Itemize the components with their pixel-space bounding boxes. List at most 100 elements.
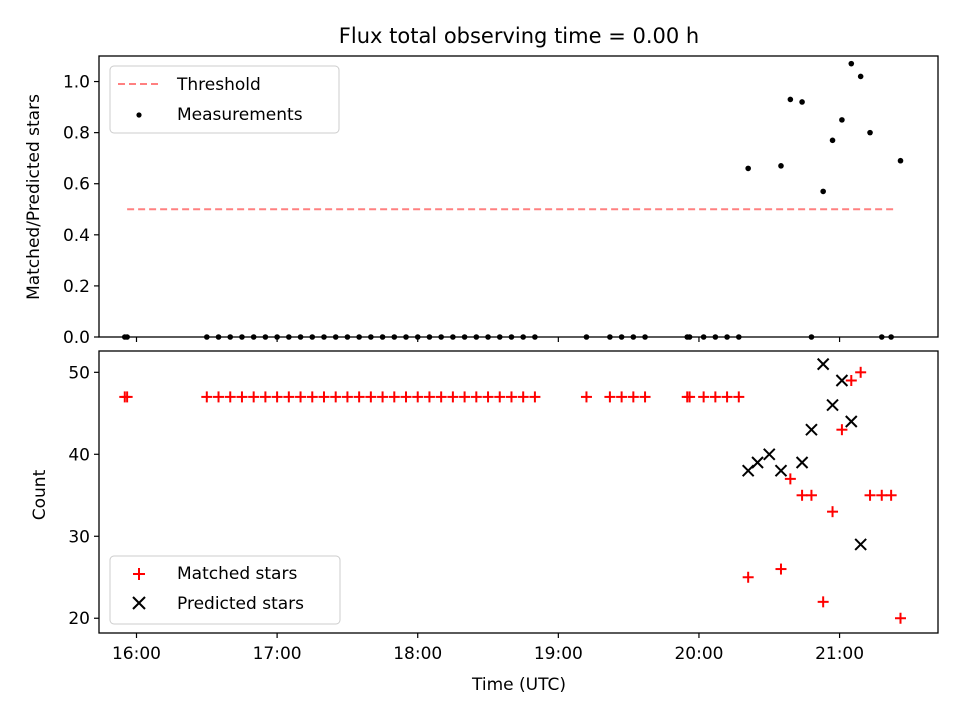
top-y-axis: 0.0 0.2 0.4 0.6 0.8 1.0 [63,73,99,348]
matched-star-point [365,391,377,403]
bottom-x-axis: 16:00 17:00 18:00 19:00 20:00 21:00 [112,633,864,664]
matched-star-point [412,391,424,403]
matched-star-point [330,391,342,403]
matched-star-point [684,391,696,403]
bottom-y-axis: 20 30 40 50 [68,363,99,629]
matched-star-point [616,391,628,403]
top-y-axis-label: Matched/Predicted stars [24,94,44,300]
matched-star-point [627,391,639,403]
legend-predicted-swatch [132,596,146,610]
legend-matched-swatch [133,568,145,580]
predicted-star-point [845,415,858,428]
predicted-star-point [805,423,818,436]
predicted-star-point [763,448,776,461]
matched-star-point [721,391,733,403]
predicted-star-point [854,538,867,551]
bottom-x-tick-label: 21:00 [815,644,864,664]
matched-star-point [271,391,283,403]
matched-star-point [447,391,459,403]
measurement-point [820,188,826,195]
predicted-star-point [795,456,809,469]
matched-star-point [855,366,867,378]
top-x-axis [135,337,841,342]
bottom-panel-frame [98,350,939,634]
matched-star-point [775,563,787,575]
matched-star-point [505,391,517,403]
top-legend-box [109,65,340,134]
matched-star-point [459,391,471,403]
legend-measurements-label: Measurements [177,105,303,125]
matched-star-point [517,391,529,403]
top-panel-frame [98,55,939,338]
matched-star-point [341,391,353,403]
matched-star-point [423,391,435,403]
bottom-x-tick-label: 18:00 [393,644,442,664]
matched-star-point [784,473,796,485]
bottom-y-tick-label: 20 [68,609,90,629]
measurement-point [778,163,784,169]
bottom-x-tick-label: 19:00 [534,644,583,664]
bottom-panel-marks [119,357,907,624]
matched-star-point [121,391,133,403]
top-panel-title: Flux total observing time = 0.00 h [339,24,699,48]
top-y-tick-label: 0.8 [63,124,90,144]
top-legend: Threshold Measurements [109,65,340,134]
matched-star-point [213,391,225,403]
matched-star-point [817,596,829,608]
measurement-point [787,96,794,103]
matched-star-point [318,391,330,403]
matched-star-point [876,489,888,501]
matched-star-point [224,391,236,403]
matched-star-point [353,391,365,403]
bottom-legend: Matched stars Predicted stars [109,555,341,625]
bottom-legend-box [109,555,341,625]
predicted-star-point [816,357,830,371]
bottom-x-tick-label: 17:00 [253,644,302,664]
top-y-tick-label: 1.0 [63,73,90,93]
matched-star-point [259,391,271,403]
matched-star-point [388,391,400,403]
matched-star-point [482,391,494,403]
bottom-y-tick-label: 40 [68,445,90,465]
matched-star-point [796,489,808,501]
predicted-star-point [826,398,839,412]
matched-star-point [827,506,839,518]
matched-star-point [604,391,616,403]
matched-star-point [529,391,541,403]
top-y-tick-label: 0.0 [63,328,90,348]
top-panel: Flux total observing time = 0.00 h 0.0 0.… [24,24,939,348]
measurement-point [799,99,805,105]
predicted-star-point [774,464,788,477]
matched-star-point [895,612,907,624]
measurement-point [745,165,751,172]
matched-star-point [698,391,710,403]
bottom-y-tick-label: 50 [68,363,90,383]
legend-predicted-label: Predicted stars [177,594,304,614]
matched-star-point [236,391,248,403]
bottom-x-axis-label: Time (UTC) [471,675,566,695]
measurement-point [867,129,873,136]
legend-measurements-swatch [136,112,142,118]
legend-matched-label: Matched stars [177,564,297,584]
matched-star-point [742,571,754,583]
predicted-star-point [751,456,764,469]
matched-star-point [201,391,213,403]
matched-star-point [400,391,412,403]
bottom-x-tick-label: 20:00 [674,644,723,664]
bottom-x-tick-label: 16:00 [112,644,161,664]
legend-threshold-label: Threshold [176,75,261,95]
bottom-y-axis-label: Count [30,469,50,520]
matched-star-point [580,391,592,403]
measurement-point [848,60,855,67]
measurement-point [839,117,845,123]
matched-star-point [845,375,857,387]
matched-star-point [435,391,447,403]
measurement-point [857,73,864,80]
matched-star-point [470,391,482,403]
top-y-tick-label: 0.4 [63,226,90,246]
matched-star-point [639,391,651,403]
top-panel-marks [121,60,904,340]
matched-star-point [377,391,389,403]
